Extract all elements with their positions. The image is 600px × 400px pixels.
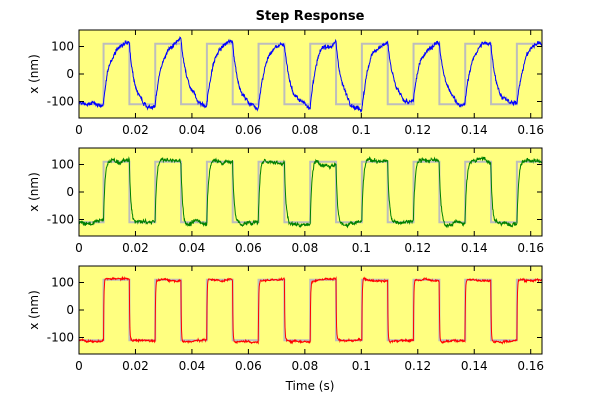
x-tick-label: 0.16	[517, 359, 544, 373]
x-tick-label: 0	[75, 123, 83, 137]
x-tick-label: 0.02	[122, 123, 149, 137]
response-trace-series-1	[79, 275, 542, 345]
x-tick-label: 0.02	[122, 241, 149, 255]
y-tick-label: 0	[66, 303, 74, 317]
panel-1: 0 0.02 0.04 0.06 0.08 0.1 0.12 0.14 0.161000-100…	[27, 29, 544, 137]
x-tick-label: 0.12	[404, 241, 431, 255]
x-tick-label: 0.08	[291, 123, 318, 137]
x-tick-label: 0.16	[517, 123, 544, 137]
x-tick-label: 0.04	[179, 123, 206, 137]
x-tick-label: 0.14	[461, 123, 488, 137]
x-tick-label: 0.04	[179, 359, 206, 373]
y-axis-label: x (nm)	[27, 172, 41, 212]
y-axis-label: x (nm)	[27, 54, 41, 94]
x-tick-label: 0.14	[461, 241, 488, 255]
y-tick-label: 100	[51, 40, 74, 54]
x-tick-label: 0.1	[352, 241, 371, 255]
response-trace-series-1	[79, 35, 542, 114]
x-tick-label: 0.1	[352, 123, 371, 137]
x-tick-label: 0.08	[291, 241, 318, 255]
x-tick-label: 0.08	[291, 359, 318, 373]
x-tick-label: 0.04	[179, 241, 206, 255]
panel-3: 0 0.02 0.04 0.06 0.08 0.1 0.12 0.14 0.161000-100…	[27, 265, 544, 373]
y-tick-label: 100	[51, 158, 74, 172]
x-tick-label: 0.06	[235, 241, 262, 255]
reference-square-wave	[79, 160, 542, 224]
x-tick-label: 0.1	[352, 359, 371, 373]
y-axis-label: x (nm)	[27, 290, 41, 330]
y-tick-label: 100	[51, 276, 74, 290]
y-tick-label: -100	[47, 331, 74, 345]
x-tick-label: 0	[75, 241, 83, 255]
x-tick-label: 0.16	[517, 241, 544, 255]
y-tick-label: 0	[66, 67, 74, 81]
y-tick-label: 0	[66, 185, 74, 199]
response-trace-series-1	[79, 156, 542, 229]
x-tick-label: 0.06	[235, 359, 262, 373]
x-axis-label: Time (s)	[285, 379, 335, 393]
x-tick-label: 0.14	[461, 359, 488, 373]
figure-title: Step Response	[256, 9, 365, 24]
x-tick-label: 0.06	[235, 123, 262, 137]
y-tick-label: -100	[47, 95, 74, 109]
x-tick-label: 0	[75, 359, 83, 373]
x-tick-label: 0.02	[122, 359, 149, 373]
y-tick-label: -100	[47, 213, 74, 227]
panel-2: 0 0.02 0.04 0.06 0.08 0.1 0.12 0.14 0.161000-100…	[27, 147, 544, 255]
x-tick-label: 0.12	[404, 123, 431, 137]
x-tick-label: 0.12	[404, 359, 431, 373]
